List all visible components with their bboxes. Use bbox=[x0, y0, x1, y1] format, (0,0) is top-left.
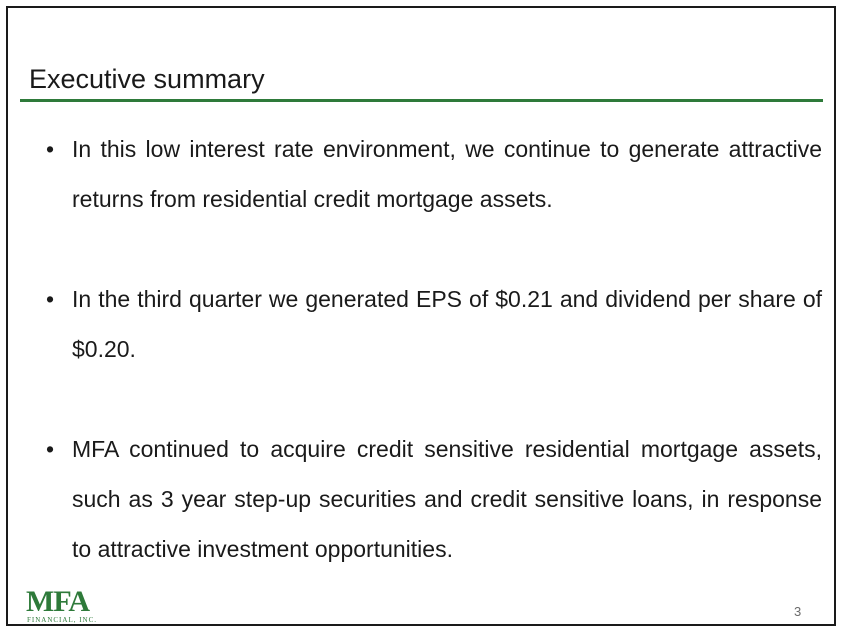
logo-mark: MFA bbox=[26, 585, 90, 618]
slide-title: Executive summary bbox=[29, 64, 265, 94]
bullet-text: MFA continued to acquire credit sensitiv… bbox=[72, 436, 822, 562]
logo-subtitle: FINANCIAL, INC. bbox=[27, 616, 98, 624]
bullet-text: In the third quarter we generated EPS of… bbox=[72, 286, 822, 362]
company-logo: MFA FINANCIAL, INC. bbox=[26, 585, 124, 625]
slide: Executive summary • In this low interest… bbox=[6, 6, 836, 626]
bullet-list: • In this low interest rate environment,… bbox=[46, 124, 822, 574]
bullet-item: • In the third quarter we generated EPS … bbox=[46, 274, 822, 374]
page-number: 3 bbox=[794, 604, 802, 619]
title-divider bbox=[20, 99, 823, 102]
bullet-icon: • bbox=[46, 136, 55, 162]
bullet-icon: • bbox=[46, 286, 55, 312]
bullet-icon: • bbox=[46, 436, 55, 462]
bullet-text: In this low interest rate environment, w… bbox=[72, 136, 822, 212]
bullet-item: • MFA continued to acquire credit sensit… bbox=[46, 424, 822, 574]
bullet-item: • In this low interest rate environment,… bbox=[46, 124, 822, 224]
